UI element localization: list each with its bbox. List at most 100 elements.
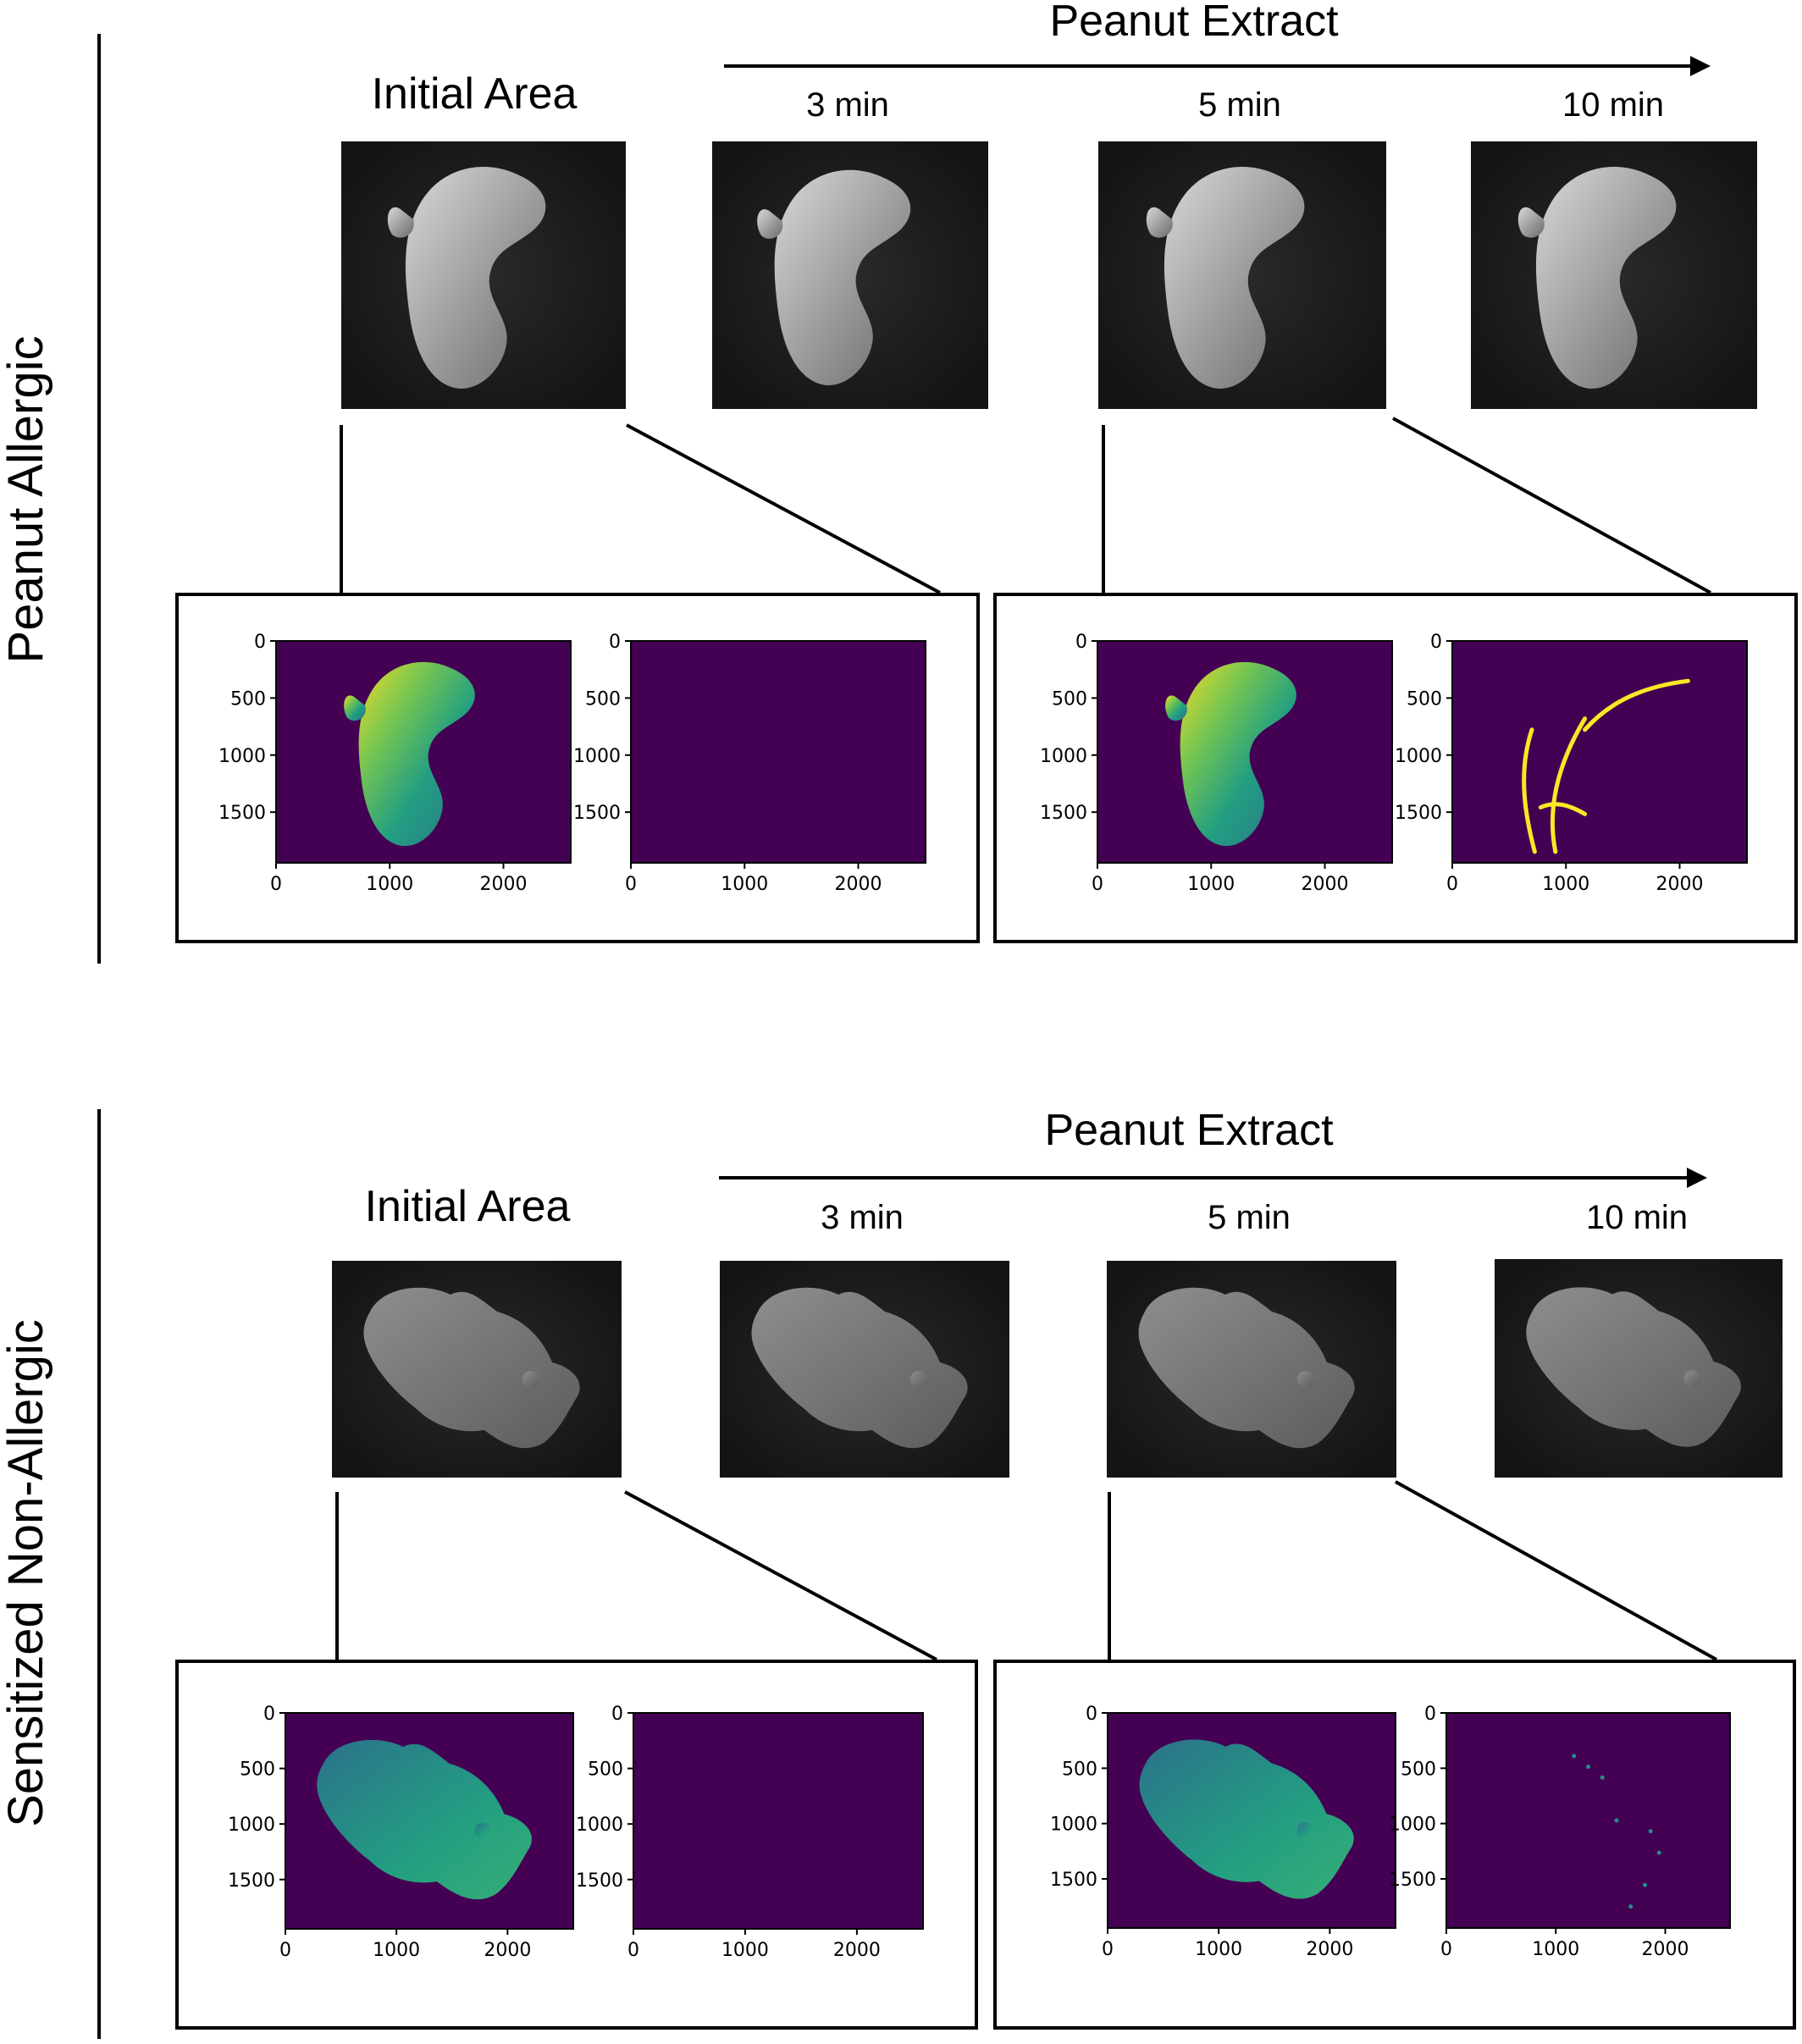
x-tick-label: 2000 xyxy=(1306,1939,1353,1960)
x-tick-label: 0 xyxy=(625,874,637,895)
y-tick-label: 1000 xyxy=(228,1815,275,1836)
y-tick-label: 500 xyxy=(230,688,266,710)
y-tick-label: 500 xyxy=(1062,1759,1097,1780)
photo-5min xyxy=(1098,141,1386,409)
intensity-heatmap-plot: 0 1000 2000 0 500 1000 1500 xyxy=(1050,1704,1396,1960)
change-highlight-mark xyxy=(1550,716,1588,854)
timeline-arrow xyxy=(724,56,1711,76)
y-tick-label: 1500 xyxy=(1389,1870,1436,1891)
y-tick-label: 500 xyxy=(588,1759,623,1781)
x-tick-label: 0 xyxy=(1092,874,1103,895)
x-tick-label: 1000 xyxy=(373,1940,420,1961)
intensity-heatmap-plot: 0 1000 2000 0 500 1000 1500 xyxy=(218,632,572,895)
x-tick-label: 2000 xyxy=(833,1940,881,1961)
change-highlight-mark xyxy=(1522,727,1537,854)
x-tick-label: 2000 xyxy=(484,1940,531,1961)
time-label-10min: 10 min xyxy=(1562,86,1664,124)
y-tick-label: 500 xyxy=(240,1759,275,1781)
x-tick-label: 1000 xyxy=(366,874,413,895)
peanut-extract-label: Peanut Extract xyxy=(1049,0,1339,46)
x-tick-label: 0 xyxy=(279,1940,291,1961)
change-speck xyxy=(1628,1904,1633,1909)
y-tick-label: 0 xyxy=(1430,632,1442,653)
y-tick-label: 0 xyxy=(254,632,266,653)
photo-3min xyxy=(712,141,988,409)
heatmap-background xyxy=(631,641,926,863)
change-map-plot: 0 1000 2000 0 500 1000 1500 xyxy=(576,1704,924,1961)
change-map-plot: 0 1000 2000 0 500 1000 1500 xyxy=(1389,1704,1731,1960)
y-tick-label: 1500 xyxy=(228,1870,275,1892)
x-tick-label: 2000 xyxy=(1641,1939,1689,1960)
heatmap-background xyxy=(633,1713,923,1929)
y-tick-label: 1500 xyxy=(1395,803,1442,824)
initial-area-label: Initial Area xyxy=(365,1182,571,1231)
x-tick-label: 1000 xyxy=(721,874,768,895)
time-label-5min: 5 min xyxy=(1208,1199,1291,1236)
y-tick-label: 1000 xyxy=(218,746,266,767)
y-tick-label: 0 xyxy=(1075,632,1087,653)
change-highlight-mark xyxy=(1538,802,1588,816)
y-tick-label: 500 xyxy=(1401,1759,1436,1780)
y-tick-label: 1500 xyxy=(1050,1870,1097,1891)
change-speck xyxy=(1586,1765,1590,1769)
x-tick-label: 0 xyxy=(627,1940,639,1961)
x-tick-label: 1000 xyxy=(1195,1939,1242,1960)
initial-area-label: Initial Area xyxy=(372,69,578,119)
y-tick-label: 1000 xyxy=(573,746,621,767)
change-speck xyxy=(1656,1850,1661,1855)
intensity-heatmap-plot: 0 1000 2000 0 500 1000 1500 xyxy=(228,1704,574,1961)
x-tick-label: 2000 xyxy=(1302,874,1349,895)
y-tick-label: 500 xyxy=(1052,688,1087,710)
time-label-5min: 5 min xyxy=(1198,86,1281,124)
change-map-plot: 0 1000 2000 0 500 1000 1500 xyxy=(1395,632,1748,895)
timeline-arrow xyxy=(719,1168,1707,1188)
axes-frame xyxy=(285,1712,574,1930)
y-tick-label: 1000 xyxy=(576,1815,623,1836)
change-highlight-mark xyxy=(1583,678,1690,732)
y-tick-label: 0 xyxy=(263,1704,275,1725)
axes-frame xyxy=(1445,1712,1731,1929)
axes-frame xyxy=(275,640,572,864)
row-sensitized-non-allergic: Sensitized Non-Allergic Initial Area Pea… xyxy=(0,1106,1796,2039)
x-tick-label: 1000 xyxy=(1532,1939,1579,1960)
axes-frame xyxy=(1107,1712,1396,1929)
peanut-extract-label: Peanut Extract xyxy=(1044,1106,1334,1155)
heatmap-background xyxy=(1446,1713,1730,1928)
y-tick-label: 0 xyxy=(609,632,621,653)
x-tick-label: 2000 xyxy=(835,874,882,895)
zoom-connectors xyxy=(335,1480,1717,1661)
photo-3min xyxy=(720,1261,1009,1478)
axes-frame xyxy=(630,640,926,864)
y-tick-label: 1500 xyxy=(573,803,621,824)
x-tick-label: 2000 xyxy=(1656,874,1704,895)
x-tick-label: 2000 xyxy=(480,874,528,895)
x-tick-label: 0 xyxy=(1102,1939,1114,1960)
y-tick-label: 1500 xyxy=(576,1870,623,1892)
change-speck xyxy=(1572,1754,1577,1759)
y-tick-label: 0 xyxy=(1086,1704,1097,1725)
y-tick-label: 0 xyxy=(611,1704,623,1725)
zoom-connectors xyxy=(340,417,1711,594)
x-tick-label: 1000 xyxy=(1187,874,1235,895)
y-tick-label: 500 xyxy=(585,688,621,710)
y-tick-label: 1500 xyxy=(1040,803,1087,824)
group-label: Peanut Allergic xyxy=(0,336,53,664)
change-map-plot: 0 1000 2000 0 500 1000 1500 xyxy=(573,632,926,895)
y-tick-label: 1000 xyxy=(1395,746,1442,767)
y-tick-label: 500 xyxy=(1407,688,1442,710)
x-tick-label: 0 xyxy=(1446,874,1458,895)
y-tick-label: 1500 xyxy=(218,803,266,824)
change-speck xyxy=(1600,1775,1605,1780)
x-tick-label: 1000 xyxy=(1542,874,1589,895)
axes-frame xyxy=(633,1712,924,1930)
change-speck xyxy=(1648,1829,1653,1834)
row-peanut-allergic: Peanut Allergic Initial Area Peanut Extr… xyxy=(0,0,1798,964)
heatmap-background xyxy=(1452,641,1747,863)
photo-initial xyxy=(341,141,626,409)
photo-5min xyxy=(1107,1261,1396,1478)
photo-10min xyxy=(1495,1259,1783,1478)
photo-initial xyxy=(332,1261,622,1478)
time-label-3min: 3 min xyxy=(806,86,889,124)
y-tick-label: 1000 xyxy=(1040,746,1087,767)
